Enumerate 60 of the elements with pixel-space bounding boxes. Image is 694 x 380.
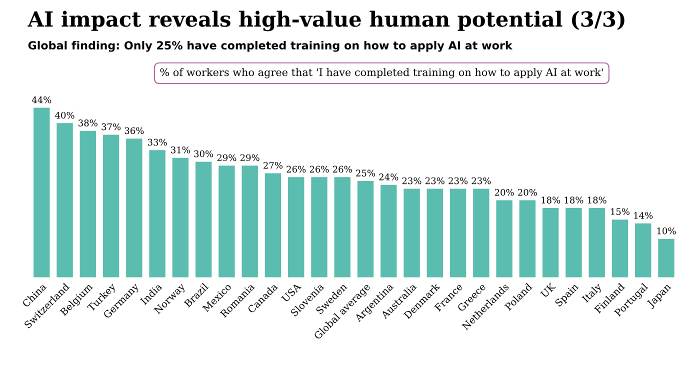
bar	[496, 200, 512, 278]
data-label: 26%	[286, 166, 306, 173]
data-label: 20%	[518, 188, 537, 196]
data-label: 26%	[310, 166, 329, 173]
data-label: 18%	[588, 196, 606, 204]
bar	[404, 188, 420, 278]
data-label: 23%	[402, 177, 422, 184]
bar	[264, 173, 282, 278]
data-label: 36%	[124, 127, 144, 134]
chart-title: AI impact reveals high-value human potential (3/3)	[28, 10, 624, 32]
bar	[357, 181, 374, 278]
bar	[218, 166, 235, 278]
bar	[542, 208, 559, 278]
data-label: 29%	[240, 154, 260, 162]
bar	[126, 138, 142, 278]
bar	[612, 220, 628, 278]
chart-subtitle: Global finding: Only 25% have completed training on how to apply AI at work	[28, 40, 513, 52]
bar	[80, 130, 96, 278]
bar	[519, 200, 536, 278]
data-label: 23%	[448, 177, 468, 184]
data-label: 30%	[194, 150, 214, 158]
bar	[588, 208, 605, 278]
data-label: 33%	[148, 138, 167, 146]
bar	[635, 223, 652, 278]
text: % of workers who agree that 'I have completed training on how to apply AI at work'	[160, 68, 603, 78]
data-label: 23%	[472, 177, 491, 184]
data-label: 40%	[55, 112, 74, 119]
data-label: 27%	[264, 162, 283, 169]
bar	[426, 188, 444, 278]
bar	[311, 177, 328, 278]
bar	[172, 158, 189, 278]
data-label: 31%	[171, 146, 190, 154]
bar	[242, 166, 258, 278]
data-label: 14%	[634, 212, 653, 219]
data-label: 20%	[494, 188, 514, 196]
data-label: 18%	[564, 196, 584, 204]
data-label: 26%	[332, 166, 352, 173]
data-label: 18%	[542, 196, 560, 204]
bar	[288, 177, 304, 278]
data-label: 38%	[78, 120, 98, 126]
data-label: 29%	[217, 154, 236, 162]
bar	[195, 162, 212, 278]
data-label: 37%	[102, 123, 121, 130]
bar	[566, 208, 582, 278]
bar	[658, 238, 674, 278]
data-label: 10%	[657, 227, 676, 234]
bar	[334, 177, 350, 278]
bar	[473, 188, 490, 278]
bar	[380, 184, 397, 278]
bar	[102, 134, 120, 278]
x-tick-label: UK	[540, 282, 556, 298]
bar	[56, 123, 73, 278]
bar	[34, 108, 50, 278]
bar	[450, 188, 466, 278]
data-label: 24%	[379, 174, 398, 180]
data-label: 23%	[425, 177, 444, 184]
data-label: 25%	[356, 170, 376, 176]
bar	[149, 150, 166, 278]
data-label: 44%	[32, 96, 52, 104]
data-label: 15%	[611, 208, 630, 216]
